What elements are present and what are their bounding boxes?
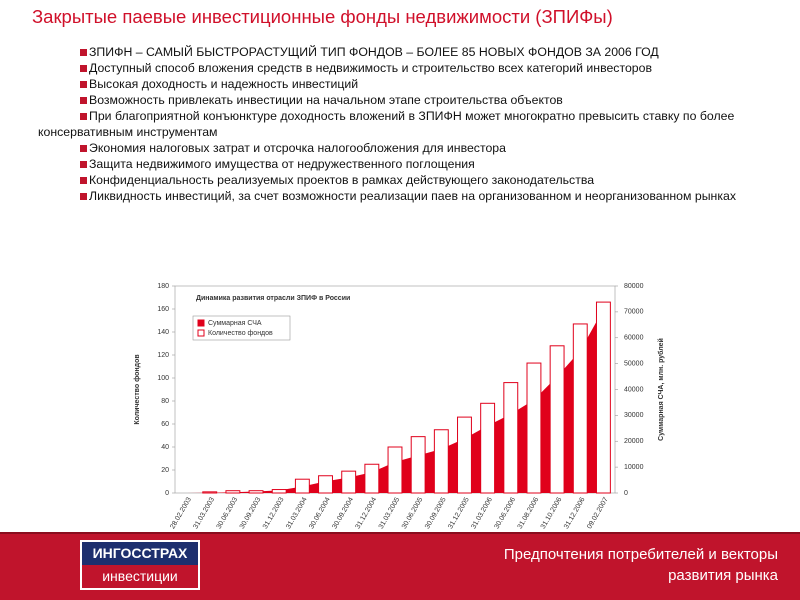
legend-label: Суммарная СЧА	[208, 320, 262, 327]
bar	[526, 362, 542, 494]
bullet: Возможность привлекать инвестиции на нач…	[38, 92, 750, 108]
y-tick-label: 40	[161, 444, 169, 451]
bullet: Высокая доходность и надежность инвестиц…	[38, 76, 750, 92]
bullet: При благоприятной конъюнктуре доходность…	[38, 108, 750, 140]
y2-tick-label: 70000	[624, 309, 644, 316]
y-tick-label: 120	[157, 352, 169, 359]
y2-tick-label: 40000	[624, 386, 644, 393]
bar	[202, 491, 218, 494]
y-tick-label: 20	[161, 467, 169, 474]
bullet: Экономия налоговых затрат и отсрочка нал…	[38, 140, 750, 156]
y-tick-label: 60	[161, 421, 169, 428]
bar	[480, 402, 496, 494]
bullet-list: ЗПИФН – САМЫЙ БЫСТРОРАСТУЩИЙ ТИП ФОНДОВ …	[38, 44, 750, 204]
bar	[271, 489, 287, 494]
y-tick-label: 140	[157, 329, 169, 336]
area	[186, 309, 604, 493]
bullet: ЗПИФН – САМЫЙ БЫСТРОРАСТУЩИЙ ТИП ФОНДОВ …	[38, 44, 750, 60]
logo-bottom: инвестиции	[82, 565, 198, 588]
logo: ИНГОССТРАХ инвестиции	[80, 540, 200, 590]
bar	[225, 490, 241, 494]
legend-box	[192, 315, 291, 341]
bar	[457, 416, 472, 494]
chart-title: Динамика развития отрасли ЗПИФ в России	[196, 295, 350, 302]
bullet: Доступный способ вложения средств в недв…	[38, 60, 750, 76]
footer-line: Предпочтения потребителей и векторы	[503, 546, 778, 563]
bar	[410, 436, 426, 494]
bar	[549, 345, 565, 494]
bar	[341, 470, 357, 494]
legend-label: Количество фондов	[208, 330, 273, 337]
bar	[294, 478, 310, 494]
legend-swatch	[197, 319, 205, 327]
bar	[503, 382, 519, 494]
bar	[595, 301, 611, 494]
bar	[248, 490, 264, 494]
bar	[318, 475, 333, 494]
y-axis-label: Количество фондов	[134, 354, 141, 425]
footer-line: развития рынка	[668, 567, 778, 584]
y2-axis-label: Суммарная СЧА, млн. рублей	[657, 338, 665, 441]
bullet: Защита недвижимого имущества от недружес…	[38, 156, 750, 172]
y-tick-label: 80	[161, 398, 169, 405]
y-tick-label: 0	[165, 490, 169, 497]
bullet: Ликвидность инвестиций, за счет возможно…	[38, 188, 750, 204]
y-tick-label: 100	[157, 375, 169, 382]
y2-tick-label: 20000	[624, 438, 644, 445]
bar	[364, 463, 380, 494]
bar	[433, 429, 449, 494]
y2-tick-label: 60000	[624, 335, 644, 342]
y2-tick-label: 50000	[624, 360, 644, 367]
bar	[387, 446, 403, 494]
y2-tick-label: 0	[624, 490, 628, 497]
y-tick-label: 160	[157, 306, 169, 313]
y2-tick-label: 80000	[624, 283, 644, 290]
slide-title: Закрытые паевые инвестиционные фонды нед…	[32, 6, 613, 27]
logo-top: ИНГОССТРАХ	[82, 542, 198, 565]
y-tick-label: 180	[157, 283, 169, 290]
legend-swatch	[197, 329, 205, 337]
footer-text: Предпочтения потребителей и векторы разви…	[504, 544, 778, 586]
bar	[572, 323, 588, 494]
y2-tick-label: 10000	[624, 464, 644, 471]
bullet: Конфиденциальность реализуемых проектов …	[38, 172, 750, 188]
y2-tick-label: 30000	[624, 412, 644, 419]
